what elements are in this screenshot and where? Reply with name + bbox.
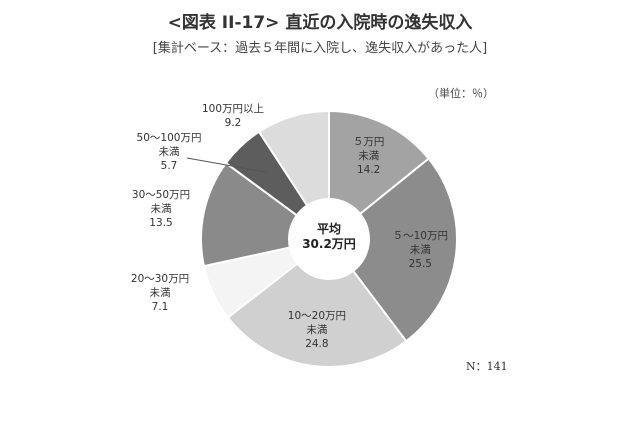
unit-label: （単位：％） <box>428 87 494 100</box>
center-label-value: 30.2万円 <box>302 237 356 251</box>
donut-hole <box>289 199 369 279</box>
slice-label-3-line-1: 10～20万円 <box>287 310 347 323</box>
slice-label-2: ５～10万円 未満 25.5 <box>393 229 448 271</box>
slice-label-5-line-1: 30～50万円 <box>131 189 191 201</box>
slice-label-4-line-3: 7.1 <box>151 301 169 313</box>
sample-size-label: N：141 <box>466 360 508 373</box>
slice-label-7: 100万円以上 9.2 <box>202 102 264 130</box>
slice-label-4-line-2: 未満 <box>149 287 171 299</box>
slice-label-3: 10～20万円 未満 24.8 <box>288 309 346 351</box>
slice-label-2-line-1: ５～10万円 <box>392 230 448 243</box>
slice-label-6-line-1: 50～100万円 <box>136 132 202 144</box>
slice-label-1-line-1: ５万円 <box>352 136 385 148</box>
slice-label-2-line-3: 25.5 <box>408 258 432 271</box>
center-average-label: 平均 30.2万円 <box>302 222 356 252</box>
chart-subtitle: [集計ベース：過去５年間に入院し、逸失収入があった人] <box>152 41 488 56</box>
slice-label-6-line-3: 5.7 <box>160 160 178 172</box>
slice-label-4: 20～30万円 未満 7.1 <box>131 272 189 314</box>
slice-label-1: ５万円未満 14.2 <box>353 135 385 177</box>
slice-label-5: 30～50万円 未満 13.5 <box>132 188 190 230</box>
slice-label-6-line-2: 未満 <box>158 146 180 158</box>
slice-label-5-line-3: 13.5 <box>149 217 173 229</box>
center-label-title: 平均 <box>316 222 342 236</box>
slice-label-1-line-3: 14.2 <box>356 164 381 176</box>
slice-label-3-line-3: 24.8 <box>305 338 329 351</box>
slice-label-7-line-2: 9.2 <box>224 117 242 129</box>
slice-label-4-line-1: 20～30万円 <box>130 273 190 285</box>
slice-label-1-line-2: 未満 <box>358 150 380 162</box>
slice-label-6: 50～100万円 未満 5.7 <box>137 131 202 173</box>
slice-label-2-line-2: 未満 <box>409 244 431 257</box>
chart-title: <図表 II-17> 直近の入院時の逸失収入 <box>167 13 473 33</box>
leader-line-6 <box>186 157 266 173</box>
slice-label-5-line-2: 未満 <box>150 203 172 215</box>
slice-label-7-line-1: 100万円以上 <box>201 103 265 115</box>
slice-label-3-line-2: 未満 <box>306 324 328 337</box>
